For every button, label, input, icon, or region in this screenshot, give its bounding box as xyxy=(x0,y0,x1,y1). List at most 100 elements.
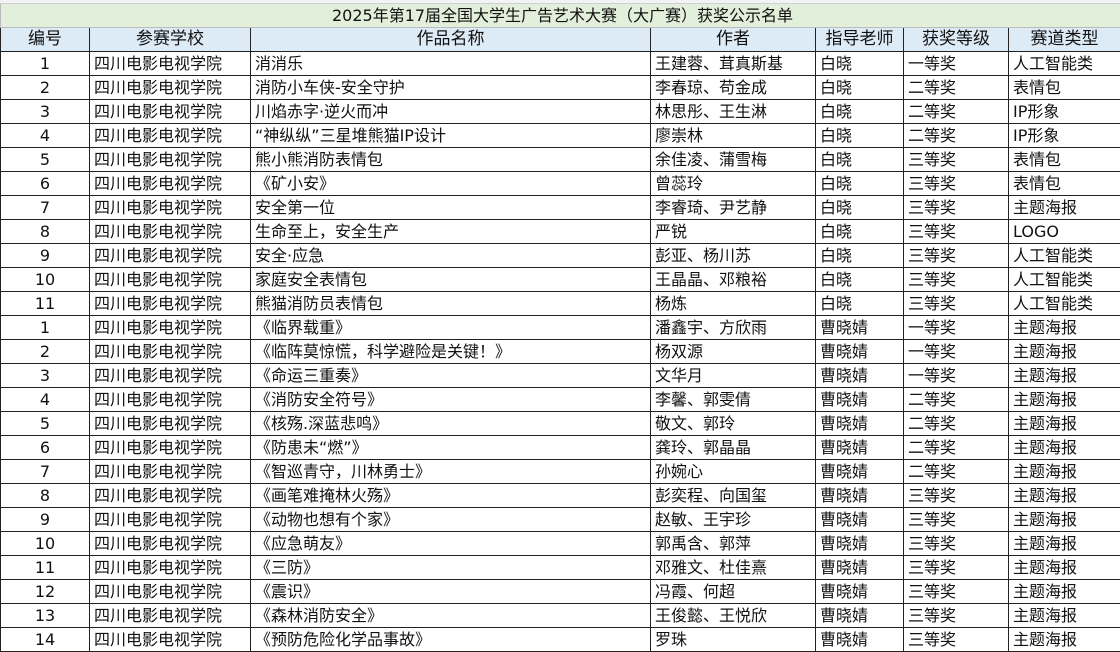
cell-track-type[interactable]: 主题海报 xyxy=(1009,484,1120,508)
cell-advisor[interactable]: 曹晓婧 xyxy=(816,580,904,604)
header-authors[interactable]: 作者 xyxy=(651,28,816,52)
cell-school[interactable]: 四川电影电视学院 xyxy=(90,220,251,244)
cell-number[interactable]: 11 xyxy=(1,556,90,580)
cell-work-title[interactable]: 《预防危险化学品事故》 xyxy=(251,628,651,652)
cell-school[interactable]: 四川电影电视学院 xyxy=(90,532,251,556)
cell-school[interactable]: 四川电影电视学院 xyxy=(90,364,251,388)
cell-track-type[interactable]: 主题海报 xyxy=(1009,604,1120,628)
header-number[interactable]: 编号 xyxy=(1,28,90,52)
cell-advisor[interactable]: 白晓 xyxy=(816,220,904,244)
cell-award-level[interactable]: 三等奖 xyxy=(904,532,1009,556)
cell-work-title[interactable]: 《智巡青守，川林勇士》 xyxy=(251,460,651,484)
cell-number[interactable]: 10 xyxy=(1,532,90,556)
cell-authors[interactable]: 曾蕊玲 xyxy=(651,172,816,196)
cell-award-level[interactable]: 三等奖 xyxy=(904,244,1009,268)
cell-advisor[interactable]: 曹晓婧 xyxy=(816,388,904,412)
cell-school[interactable]: 四川电影电视学院 xyxy=(90,556,251,580)
cell-number[interactable]: 2 xyxy=(1,340,90,364)
cell-number[interactable]: 4 xyxy=(1,388,90,412)
cell-track-type[interactable]: 主题海报 xyxy=(1009,412,1120,436)
cell-school[interactable]: 四川电影电视学院 xyxy=(90,172,251,196)
cell-authors[interactable]: 冯霞、何超 xyxy=(651,580,816,604)
cell-authors[interactable]: 罗珠 xyxy=(651,628,816,652)
cell-track-type[interactable]: 人工智能类 xyxy=(1009,268,1120,292)
header-work-title[interactable]: 作品名称 xyxy=(251,28,651,52)
cell-authors[interactable]: 杨炼 xyxy=(651,292,816,316)
cell-number[interactable]: 2 xyxy=(1,76,90,100)
cell-track-type[interactable]: 主题海报 xyxy=(1009,532,1120,556)
cell-number[interactable]: 10 xyxy=(1,268,90,292)
cell-work-title[interactable]: 《森林消防安全》 xyxy=(251,604,651,628)
cell-school[interactable]: 四川电影电视学院 xyxy=(90,460,251,484)
cell-track-type[interactable]: 主题海报 xyxy=(1009,508,1120,532)
cell-track-type[interactable]: 表情包 xyxy=(1009,148,1120,172)
cell-number[interactable]: 6 xyxy=(1,436,90,460)
cell-school[interactable]: 四川电影电视学院 xyxy=(90,292,251,316)
cell-authors[interactable]: 李睿琦、尹艺静 xyxy=(651,196,816,220)
cell-number[interactable]: 5 xyxy=(1,148,90,172)
cell-work-title[interactable]: 《三防》 xyxy=(251,556,651,580)
cell-work-title[interactable]: 《临阵莫惊慌，科学避险是关键！》 xyxy=(251,340,651,364)
cell-award-level[interactable]: 一等奖 xyxy=(904,316,1009,340)
cell-authors[interactable]: 王俊懿、王悦欣 xyxy=(651,604,816,628)
cell-number[interactable]: 8 xyxy=(1,220,90,244)
cell-advisor[interactable]: 白晓 xyxy=(816,172,904,196)
cell-track-type[interactable]: 人工智能类 xyxy=(1009,292,1120,316)
cell-work-title[interactable]: 《核殇.深蓝悲鸣》 xyxy=(251,412,651,436)
cell-award-level[interactable]: 二等奖 xyxy=(904,436,1009,460)
cell-work-title[interactable]: 川焰赤字·逆火而冲 xyxy=(251,100,651,124)
cell-authors[interactable]: 彭奕程、向国玺 xyxy=(651,484,816,508)
cell-authors[interactable]: 王晶晶、邓粮裕 xyxy=(651,268,816,292)
cell-award-level[interactable]: 二等奖 xyxy=(904,460,1009,484)
cell-authors[interactable]: 李馨、郭雯倩 xyxy=(651,388,816,412)
cell-school[interactable]: 四川电影电视学院 xyxy=(90,196,251,220)
cell-authors[interactable]: 文华月 xyxy=(651,364,816,388)
cell-work-title[interactable]: 熊猫消防员表情包 xyxy=(251,292,651,316)
cell-school[interactable]: 四川电影电视学院 xyxy=(90,580,251,604)
cell-award-level[interactable]: 三等奖 xyxy=(904,508,1009,532)
cell-school[interactable]: 四川电影电视学院 xyxy=(90,244,251,268)
cell-track-type[interactable]: 主题海报 xyxy=(1009,628,1120,652)
cell-number[interactable]: 12 xyxy=(1,580,90,604)
cell-work-title[interactable]: 《临界载重》 xyxy=(251,316,651,340)
cell-work-title[interactable]: 《命运三重奏》 xyxy=(251,364,651,388)
cell-work-title[interactable]: 家庭安全表情包 xyxy=(251,268,651,292)
cell-work-title[interactable]: 消防小车侠-安全守护 xyxy=(251,76,651,100)
cell-award-level[interactable]: 二等奖 xyxy=(904,388,1009,412)
cell-work-title[interactable]: 消消乐 xyxy=(251,52,651,76)
cell-number[interactable]: 5 xyxy=(1,412,90,436)
cell-track-type[interactable]: 表情包 xyxy=(1009,76,1120,100)
cell-work-title[interactable]: 生命至上，安全生产 xyxy=(251,220,651,244)
cell-advisor[interactable]: 白晓 xyxy=(816,244,904,268)
cell-award-level[interactable]: 一等奖 xyxy=(904,340,1009,364)
cell-authors[interactable]: 余佳凌、蒲雪梅 xyxy=(651,148,816,172)
cell-school[interactable]: 四川电影电视学院 xyxy=(90,100,251,124)
cell-school[interactable]: 四川电影电视学院 xyxy=(90,508,251,532)
cell-authors[interactable]: 潘鑫宇、方欣雨 xyxy=(651,316,816,340)
cell-advisor[interactable]: 曹晓婧 xyxy=(816,628,904,652)
cell-number[interactable]: 9 xyxy=(1,244,90,268)
cell-track-type[interactable]: 主题海报 xyxy=(1009,460,1120,484)
cell-award-level[interactable]: 二等奖 xyxy=(904,124,1009,148)
cell-advisor[interactable]: 曹晓婧 xyxy=(816,364,904,388)
cell-track-type[interactable]: IP形象 xyxy=(1009,100,1120,124)
cell-school[interactable]: 四川电影电视学院 xyxy=(90,484,251,508)
cell-track-type[interactable]: 主题海报 xyxy=(1009,556,1120,580)
cell-award-level[interactable]: 三等奖 xyxy=(904,220,1009,244)
cell-number[interactable]: 4 xyxy=(1,124,90,148)
cell-authors[interactable]: 李春琼、苟金成 xyxy=(651,76,816,100)
cell-authors[interactable]: 敬文、郭玲 xyxy=(651,412,816,436)
cell-award-level[interactable]: 一等奖 xyxy=(904,364,1009,388)
cell-track-type[interactable]: 主题海报 xyxy=(1009,436,1120,460)
cell-school[interactable]: 四川电影电视学院 xyxy=(90,340,251,364)
cell-advisor[interactable]: 曹晓婧 xyxy=(816,340,904,364)
cell-track-type[interactable]: 主题海报 xyxy=(1009,340,1120,364)
cell-advisor[interactable]: 曹晓婧 xyxy=(816,532,904,556)
cell-advisor[interactable]: 曹晓婧 xyxy=(816,604,904,628)
cell-number[interactable]: 1 xyxy=(1,316,90,340)
cell-advisor[interactable]: 白晓 xyxy=(816,100,904,124)
cell-authors[interactable]: 邓雅文、杜佳熹 xyxy=(651,556,816,580)
cell-award-level[interactable]: 一等奖 xyxy=(904,52,1009,76)
cell-number[interactable]: 13 xyxy=(1,604,90,628)
cell-authors[interactable]: 严锐 xyxy=(651,220,816,244)
